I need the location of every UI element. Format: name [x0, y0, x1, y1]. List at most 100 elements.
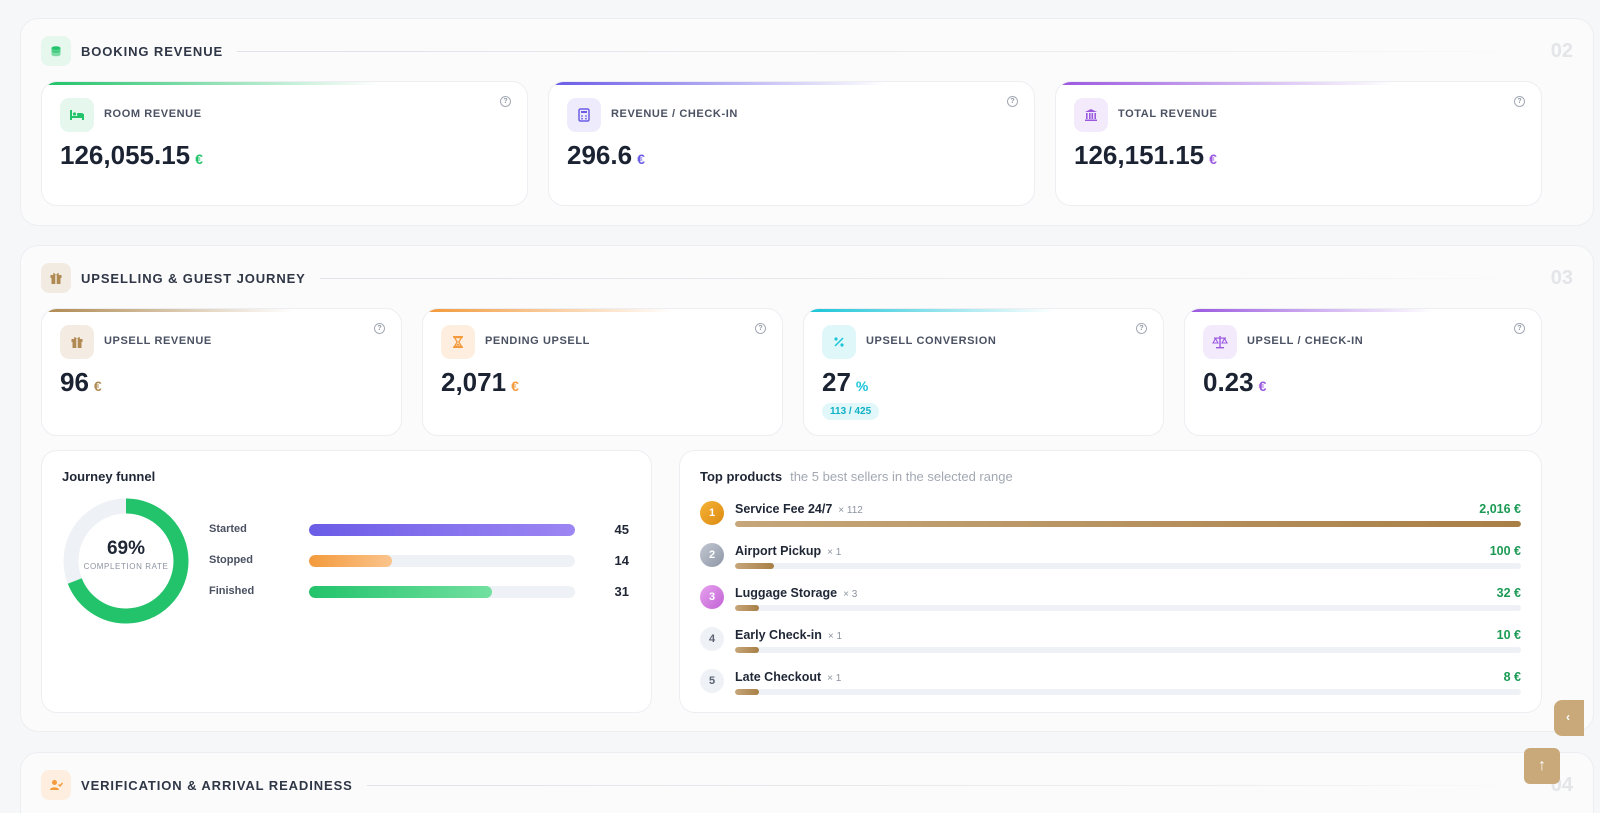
verification-section: VERIFICATION & ARRIVAL READINESS 04	[20, 752, 1594, 813]
product-count: × 3	[843, 589, 858, 600]
help-icon[interactable]: ?	[1514, 96, 1525, 107]
product-value: 32 €	[1496, 586, 1521, 600]
help-icon[interactable]: ?	[500, 96, 511, 107]
rank-badge: 5	[700, 669, 724, 693]
product-bar	[735, 647, 759, 653]
product-bar	[735, 563, 774, 569]
card-accent	[1062, 82, 1392, 85]
help-icon[interactable]: ?	[1136, 323, 1147, 334]
completion-percent: 69%	[106, 538, 146, 559]
donut-arc	[63, 498, 189, 624]
funnel-track	[309, 555, 575, 567]
funnel-row-finished: Finished 31	[209, 583, 629, 601]
top-products-subtitle: the 5 best sellers in the selected range	[790, 469, 1013, 484]
kpi-card-revenue-per-checkin: REVENUE / CHECK-IN ? 296.6 €	[548, 81, 1035, 206]
help-icon[interactable]: ?	[1007, 96, 1018, 107]
kpi-value: 96 €	[60, 367, 102, 398]
kpi-unit: €	[93, 378, 102, 394]
product-row: 4 Early Check-in × 1 10 €	[700, 627, 1521, 661]
hourglass-icon	[441, 325, 475, 359]
product-count: × 1	[827, 547, 842, 558]
product-track	[735, 521, 1521, 527]
help-icon[interactable]: ?	[755, 323, 766, 334]
product-label: Early Check-in	[735, 628, 822, 642]
card-accent	[429, 309, 674, 312]
rank-badge: 1	[700, 501, 724, 525]
funnel-title: Journey funnel	[62, 469, 156, 484]
section-header: VERIFICATION & ARRIVAL READINESS 04	[41, 770, 1573, 800]
funnel-value: 14	[614, 553, 629, 568]
product-name: Luggage Storage × 3	[735, 586, 857, 600]
card-accent	[48, 309, 293, 312]
product-bar	[735, 605, 759, 611]
kpi-value: 126,055.15 €	[60, 140, 203, 171]
kpi-card-upsell-revenue: UPSELL REVENUE ? 96 €	[41, 308, 402, 436]
kpi-number: 126,055.15	[60, 140, 191, 170]
help-icon[interactable]: ?	[1514, 323, 1525, 334]
funnel-value: 31	[614, 584, 629, 599]
calculator-icon	[567, 98, 601, 132]
coins-icon	[41, 36, 71, 66]
kpi-value: 0.23 €	[1203, 367, 1266, 398]
kpi-label: REVENUE / CHECK-IN	[611, 108, 738, 120]
funnel-label: Finished	[209, 585, 255, 597]
product-name: Airport Pickup × 1	[735, 544, 841, 558]
completion-donut	[63, 498, 189, 624]
scale-icon	[1203, 325, 1237, 359]
kpi-card-upsell-conversion: UPSELL CONVERSION ? 27 % 113 / 425	[803, 308, 1164, 436]
product-count: × 1	[827, 673, 842, 684]
section-header: BOOKING REVENUE 02	[41, 36, 1573, 66]
kpi-number: 0.23	[1203, 367, 1254, 397]
product-label: Service Fee 24/7	[735, 502, 833, 516]
help-icon[interactable]: ?	[374, 323, 385, 334]
product-label: Luggage Storage	[735, 586, 838, 600]
product-track	[735, 605, 1521, 611]
side-panel-tab[interactable]: ‹	[1554, 700, 1584, 736]
funnel-bar	[309, 524, 575, 536]
section-title: VERIFICATION & ARRIVAL READINESS	[81, 777, 353, 793]
product-value: 2,016 €	[1479, 502, 1521, 516]
product-row: 2 Airport Pickup × 1 100 €	[700, 543, 1521, 577]
arrow-up-icon: ↑	[1538, 757, 1546, 774]
funnel-label: Started	[209, 523, 247, 535]
product-value: 100 €	[1489, 544, 1521, 558]
gift-icon	[60, 325, 94, 359]
product-value: 10 €	[1496, 628, 1521, 642]
product-row: 5 Late Checkout × 1 8 €	[700, 669, 1521, 703]
product-count: × 112	[838, 505, 863, 516]
product-name: Late Checkout × 1	[735, 670, 841, 684]
product-name: Early Check-in × 1	[735, 628, 842, 642]
kpi-unit: €	[1258, 378, 1267, 394]
funnel-bar	[309, 555, 392, 567]
kpi-card-total-revenue: TOTAL REVENUE ? 126,151.15 €	[1055, 81, 1542, 206]
kpi-card-pending-upsell: PENDING UPSELL ? 2,071 €	[422, 308, 783, 436]
kpi-label: ROOM REVENUE	[104, 108, 202, 120]
scroll-to-top-button[interactable]: ↑	[1524, 748, 1560, 784]
gift-icon	[41, 263, 71, 293]
percent-icon	[822, 325, 856, 359]
kpi-unit: %	[855, 378, 869, 394]
section-divider	[319, 277, 1531, 279]
card-accent	[1191, 309, 1434, 312]
product-bar	[735, 521, 1521, 527]
kpi-unit: €	[511, 378, 519, 394]
kpi-unit: €	[637, 151, 645, 167]
top-products-card: Top products the 5 best sellers in the se…	[679, 450, 1542, 713]
section-number: 02	[1550, 39, 1573, 62]
product-label: Airport Pickup	[735, 544, 822, 558]
kpi-label: PENDING UPSELL	[485, 335, 590, 347]
product-row: 1 Service Fee 24/7 × 112 2,016 €	[700, 501, 1521, 535]
product-value: 8 €	[1503, 670, 1521, 684]
funnel-track	[309, 524, 575, 536]
upselling-section: UPSELLING & GUEST JOURNEY 03 UPSELL REVE…	[20, 245, 1594, 732]
product-track	[735, 647, 1521, 653]
kpi-number: 2,071	[441, 367, 507, 397]
section-divider	[366, 784, 1531, 786]
product-label: Late Checkout	[735, 670, 822, 684]
kpi-unit: €	[1209, 151, 1217, 167]
product-bar	[735, 689, 759, 695]
kpi-label: UPSELL REVENUE	[104, 335, 212, 347]
bank-icon	[1074, 98, 1108, 132]
kpi-value: 2,071 €	[441, 367, 519, 398]
rank-badge: 4	[700, 627, 724, 651]
